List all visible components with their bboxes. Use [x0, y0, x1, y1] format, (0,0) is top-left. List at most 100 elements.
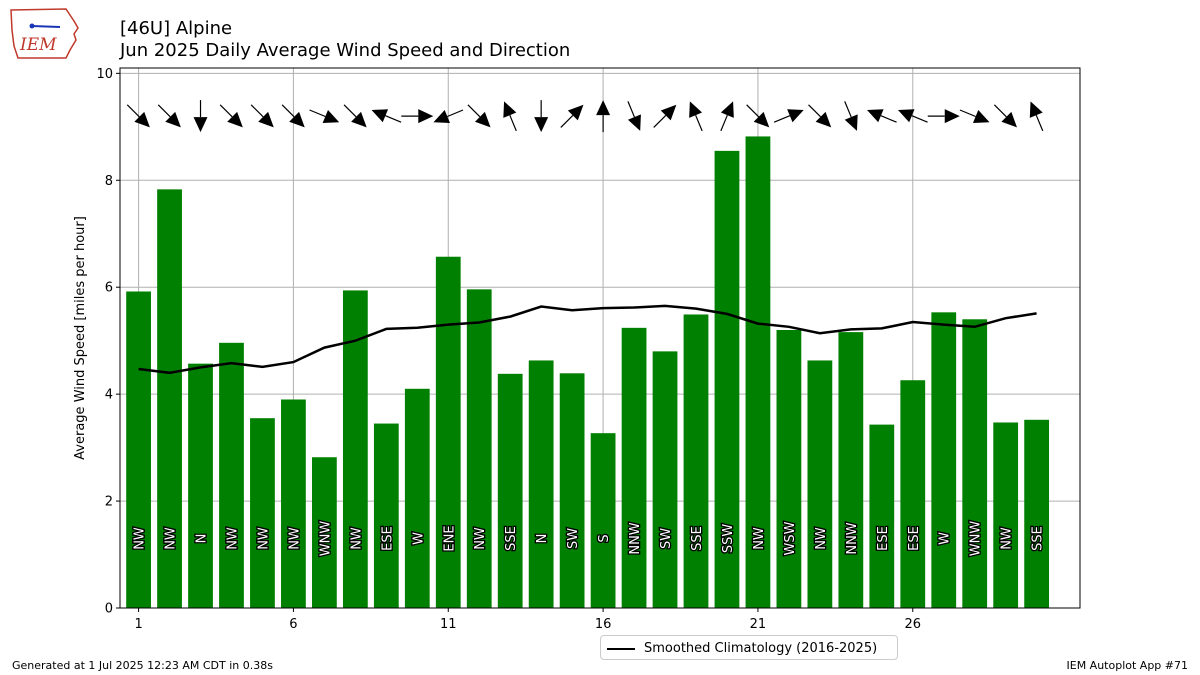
wind-speed-bar	[559, 373, 585, 608]
wind-speed-bar	[807, 360, 833, 608]
legend-label: Smoothed Climatology (2016-2025)	[644, 641, 878, 656]
direction-label: SW	[659, 528, 674, 549]
x-tick-label: 26	[905, 617, 922, 632]
wind-direction-arrow	[560, 104, 584, 128]
direction-label: NNW	[628, 522, 643, 554]
wind-speed-bar	[683, 314, 709, 608]
climatology-line	[138, 304, 1037, 375]
direction-label: NW	[814, 527, 829, 550]
direction-label: ENE	[442, 525, 457, 551]
wind-direction-arrow	[773, 109, 804, 123]
wind-speed-bar	[373, 423, 399, 608]
direction-label: NW	[287, 527, 302, 550]
wind-direction-arrow	[371, 109, 402, 123]
wind-direction-arrow	[808, 104, 832, 128]
y-tick-label: 10	[96, 67, 113, 82]
direction-label: SSE	[1031, 526, 1046, 551]
direction-label: ESE	[876, 526, 891, 551]
direction-label: N	[535, 534, 550, 544]
wind-direction-arrow	[433, 109, 464, 123]
y-tick-label: 0	[105, 602, 113, 617]
wind-speed-bar	[993, 422, 1019, 608]
x-tick-label: 6	[289, 617, 297, 632]
direction-label: ESE	[907, 526, 922, 551]
direction-label: S	[597, 534, 612, 542]
wind-speed-bar	[714, 150, 740, 609]
x-tick-label: 11	[440, 617, 457, 632]
wind-direction-arrow	[867, 109, 897, 123]
chart-title: Jun 2025 Daily Average Wind Speed and Di…	[120, 40, 571, 61]
legend: Smoothed Climatology (2016-2025)	[600, 635, 898, 660]
wind-direction-arrow	[993, 104, 1017, 128]
y-axis-label: Average Wind Speed [miles per hour]	[73, 216, 88, 460]
wind-speed-bar	[466, 289, 492, 608]
direction-label: N	[195, 534, 210, 544]
y-tick-label: 8	[105, 174, 113, 189]
wind-speed-bar	[219, 342, 244, 608]
direction-label: NNW	[845, 522, 860, 554]
wind-speed-bar	[312, 457, 337, 608]
direction-label: SSE	[504, 526, 519, 551]
wind-speed-bar	[497, 373, 523, 608]
chart-title-station: [46U] Alpine	[120, 18, 233, 39]
y-tick-label: 4	[105, 388, 113, 403]
legend-line-swatch	[607, 648, 635, 650]
wind-speed-bar	[435, 256, 461, 608]
wind-direction-arrow	[343, 104, 367, 128]
wind-direction-arrow	[193, 100, 208, 133]
direction-label: WNW	[318, 521, 333, 557]
direction-label: SW	[566, 528, 581, 549]
wind-direction-arrow	[219, 104, 243, 128]
x-tick-label: 1	[134, 617, 142, 632]
wind-direction-arrow	[897, 109, 928, 123]
wind-speed-bar	[776, 329, 802, 608]
plot-frame	[119, 67, 1081, 609]
y-tick-label: 2	[105, 495, 113, 510]
direction-labels: NW NW N NW NW NW WNW NW ESE W ENE NW SSE N SW S NNW SW SSE…	[131, 519, 1047, 557]
wind-speed-bar	[931, 312, 957, 608]
bars	[126, 136, 1050, 609]
direction-label: NW	[133, 527, 148, 550]
wind-speed-bar	[652, 351, 678, 608]
wind-speed-bar	[188, 363, 213, 608]
iem-logo: IEM	[10, 8, 79, 59]
direction-label: W	[938, 532, 953, 545]
wind-speed-bar	[962, 319, 988, 608]
wind-direction-arrow	[309, 109, 340, 123]
direction-label: NW	[1000, 527, 1015, 550]
wind-direction-arrow	[250, 104, 274, 128]
direction-label: NW	[225, 527, 240, 550]
wind-direction-arrow	[401, 109, 434, 124]
direction-label: NW	[164, 527, 179, 550]
direction-label: WSW	[783, 521, 798, 555]
wind-speed-bar	[281, 399, 306, 608]
wind-direction-arrow	[126, 104, 150, 128]
direction-label: NW	[349, 527, 364, 550]
logo-text: IEM	[19, 35, 57, 55]
wind-speed-bar	[869, 424, 895, 608]
wind-direction-arrow	[927, 109, 960, 124]
wind-speed-bar	[126, 291, 151, 608]
wind-speed-bar	[590, 433, 616, 608]
app-label: IEM Autoplot App #71	[1066, 659, 1189, 672]
wind-direction-arrow	[503, 101, 517, 132]
wind-direction-arrow	[653, 104, 677, 128]
wind-speed-bar	[1024, 419, 1050, 608]
wind-direction-arrow	[534, 100, 549, 133]
wind-direction-arrow	[1029, 101, 1044, 132]
direction-label: SSE	[690, 526, 705, 551]
wind-direction-arrow	[959, 109, 990, 123]
x-tick-label: 16	[595, 617, 612, 632]
generated-timestamp: Generated at 1 Jul 2025 12:23 AM CDT in …	[12, 659, 273, 672]
wind-arrows	[126, 100, 1044, 133]
wind-speed-bar	[838, 332, 864, 608]
wind-direction-arrow	[467, 104, 491, 128]
wind-speed-bar	[621, 327, 647, 608]
wind-direction-arrow	[596, 100, 611, 133]
wind-direction-arrow	[157, 104, 181, 128]
wind-speed-bar	[157, 189, 182, 608]
wind-direction-arrow	[844, 101, 858, 131]
direction-label: W	[411, 532, 426, 545]
direction-label: ESE	[380, 526, 395, 551]
